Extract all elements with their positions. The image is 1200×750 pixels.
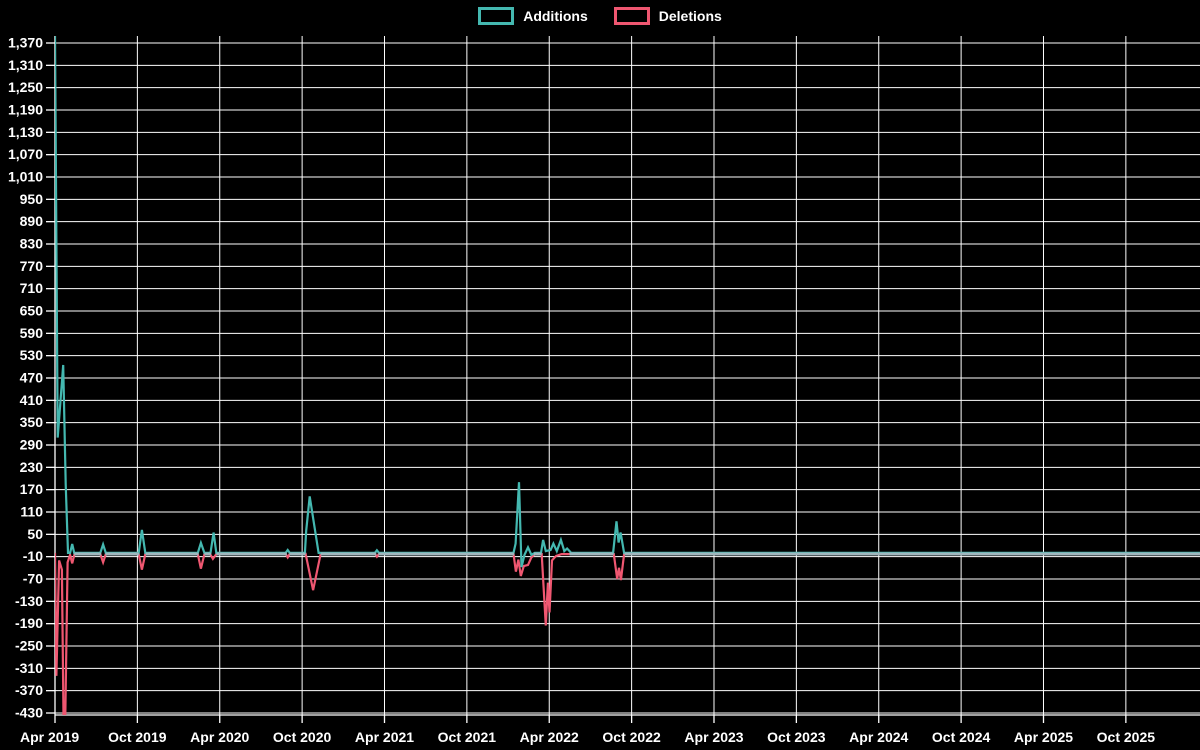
y-tick-label: 650 [20,303,44,319]
y-tick-label: 890 [20,213,44,229]
y-tick-label: 1,370 [8,35,43,51]
y-tick-label: 1,250 [8,79,43,95]
y-tick-label: 110 [20,504,43,520]
x-tick-label: Apr 2019 [20,729,79,745]
y-tick-label: 1,130 [8,124,43,140]
legend-item-deletions[interactable]: Deletions [613,7,722,25]
y-grid: 1,370 1,310 1,250 1,190 1,130 1,070 1,010 950 89… [8,35,1200,721]
x-tick-label: Oct 2021 [438,729,497,745]
y-tick-label: 470 [20,370,44,386]
y-tick-label: 950 [20,191,44,207]
additions-legend-label: Additions [523,8,588,24]
y-tick-label: -250 [15,638,43,654]
y-tick-label: 1,190 [8,102,43,118]
y-tick-label: 350 [20,414,44,430]
y-tick-label: 290 [20,437,44,453]
additions-legend-swatch [478,7,515,25]
x-tick-label: Apr 2024 [849,729,908,745]
legend-item-additions[interactable]: Additions [478,7,588,25]
y-tick-label: 710 [20,280,44,296]
chart-legend: Additions Deletions [0,7,1200,25]
y-tick-label: 1,310 [8,57,43,73]
x-tick-label: Oct 2025 [1097,729,1156,745]
x-tick-label: Oct 2024 [932,729,991,745]
x-tick-label: Oct 2023 [767,729,826,745]
y-tick-label: 590 [20,325,44,341]
y-tick-label: 830 [20,236,44,252]
deletions-line [55,550,1200,715]
x-tick-label: Apr 2025 [1014,729,1073,745]
series-layer [55,36,1200,715]
y-tick-label: 50 [27,526,43,542]
y-tick-label: 770 [20,258,44,274]
y-tick-label: 1,010 [8,169,43,185]
y-tick-label: 1,070 [8,146,43,162]
x-tick-label: Oct 2020 [273,729,332,745]
y-tick-label: -190 [15,615,43,631]
y-tick-label: -10 [23,548,43,564]
y-tick-label: 230 [20,459,44,475]
x-tick-label: Apr 2022 [520,729,579,745]
additions-line [55,36,1200,568]
deletions-legend-swatch [613,7,650,25]
y-tick-label: 530 [20,347,44,363]
y-tick-label: -430 [15,705,43,721]
y-tick-label: 410 [20,392,44,408]
y-tick-label: -370 [15,682,43,698]
x-tick-label: Apr 2023 [684,729,743,745]
x-grid: Apr 2019 Oct 2019 Apr 2020 Oct 2020 Apr 2021… [20,36,1155,745]
x-tick-label: Apr 2020 [190,729,249,745]
y-tick-label: 170 [20,481,44,497]
y-tick-label: -130 [15,593,43,609]
deletions-legend-label: Deletions [658,8,722,24]
x-tick-label: Apr 2021 [355,729,414,745]
x-tick-label: Oct 2019 [108,729,167,745]
y-tick-label: -70 [23,571,43,587]
x-tick-label: Oct 2022 [602,729,661,745]
y-tick-label: -310 [15,660,43,676]
